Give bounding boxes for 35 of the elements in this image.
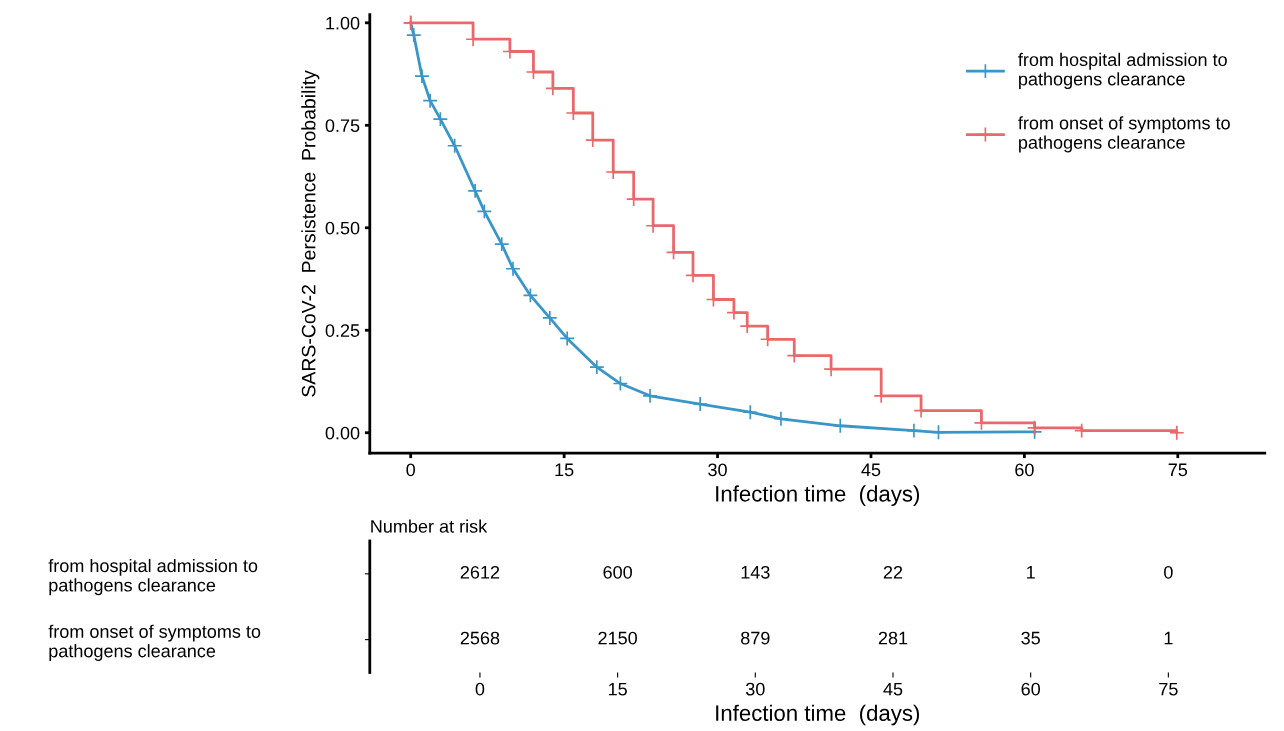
data-label: 35	[1021, 631, 1040, 645]
chart-title: Number at risk	[371, 519, 488, 533]
y-tick-label: 0.75	[325, 119, 360, 133]
data-label: 1	[1164, 631, 1173, 645]
x-axis-title: Infection time (days)	[716, 704, 920, 726]
data-label: 879	[741, 631, 770, 645]
data-label: 1	[1027, 566, 1035, 579]
data-label: 22	[883, 565, 903, 579]
data-label: 2612	[460, 565, 500, 579]
data-label: 143	[741, 565, 770, 579]
x-tick-label: 30	[745, 682, 765, 696]
data-label: 281	[878, 631, 908, 645]
x-tick-label: 60	[1021, 682, 1041, 696]
x-tick-label: 15	[608, 682, 627, 696]
x-tick-label: 30	[708, 463, 727, 477]
y-tick-label: 0.00	[325, 426, 360, 440]
x-tick-label: 75	[1159, 682, 1178, 696]
legend-label: from onset of symptoms to pathogens clearance	[1018, 116, 1230, 153]
y-axis-title: SARS-CoV-2 Persistence Probability	[301, 70, 320, 397]
x-tick-label: 15	[555, 463, 574, 477]
y-tick-label: 1.00	[326, 16, 360, 30]
legend-label: from hospital admission to pathogens clearance	[1018, 52, 1227, 90]
data-label: 0	[1164, 565, 1173, 579]
x-tick-label: 75	[1168, 463, 1188, 477]
x-tick-label: 45	[883, 682, 903, 696]
data-label: 2150	[598, 631, 637, 645]
y-tick-label: 0.25	[325, 324, 360, 337]
x-tick-label: 60	[1015, 463, 1034, 477]
x-tick-label: 0	[475, 682, 485, 696]
data-label: 600	[603, 565, 632, 579]
data-label: 2568	[460, 631, 500, 645]
x-tick-label: 45	[861, 463, 881, 477]
x-axis-title: Infection time (days)	[716, 485, 920, 507]
x-tick-label: 0	[406, 463, 416, 477]
y-tick-label: 0.50	[325, 221, 360, 235]
